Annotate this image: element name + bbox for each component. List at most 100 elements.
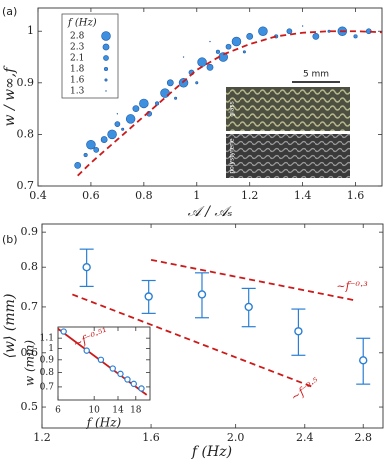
x-axis-label: 𝒜 / 𝒜ₛ [188, 204, 233, 220]
legend-label: 1.6 [70, 76, 85, 86]
point [83, 152, 88, 158]
point [246, 32, 254, 40]
point [197, 290, 207, 299]
y-tick-label: 0.9 [40, 355, 55, 365]
x-tick-label: 1.2 [33, 431, 51, 444]
point [114, 121, 121, 127]
point [93, 147, 100, 153]
photo-glass [226, 87, 350, 131]
point [125, 114, 136, 124]
reference-line [150, 258, 357, 302]
point [144, 292, 153, 301]
reference-line [72, 293, 313, 388]
x-tick-label: 1.6 [347, 189, 365, 202]
point [117, 370, 124, 378]
y-tick-label: 0.7 [21, 300, 39, 313]
point [182, 56, 185, 58]
point [327, 29, 331, 33]
legend-label: 2.3 [70, 43, 85, 53]
x-tick-label: 1.4 [294, 189, 312, 202]
legend-marker [103, 66, 109, 72]
x-tick-label: 2.4 [296, 431, 314, 444]
legend-marker [103, 55, 109, 61]
reference-label: ~f⁻⁰·³ [336, 280, 367, 293]
point [74, 161, 82, 169]
x-tick-label: 2.0 [227, 431, 245, 444]
x-tick-label: 0.4 [29, 189, 47, 202]
point [82, 262, 91, 272]
point [286, 28, 293, 35]
point [139, 98, 149, 109]
point [107, 129, 117, 140]
y-tick-label: 0.5 [21, 400, 39, 413]
x-tick-label: 1 [193, 189, 200, 202]
point [244, 302, 253, 312]
point [116, 113, 119, 115]
point [206, 63, 214, 71]
x-tick-label: 10 [88, 406, 100, 416]
x-tick-label: 1.2 [241, 189, 259, 202]
point [60, 328, 67, 335]
point [258, 26, 268, 36]
x-tick-label: 6 [55, 406, 61, 416]
y-tick-label: 0.6 [21, 346, 39, 359]
point [209, 40, 211, 43]
point [130, 380, 137, 388]
point [155, 101, 160, 106]
legend-marker [101, 31, 111, 41]
legend-label: 1.8 [70, 65, 85, 75]
point [138, 385, 145, 392]
point [132, 105, 140, 113]
legend-label: 2.1 [70, 54, 84, 64]
y-tick-label: 0.9 [21, 225, 39, 238]
point [301, 25, 304, 27]
panel-label: (b) [2, 233, 18, 246]
y-axis-label: ⟨w⟩ (mm) [2, 294, 18, 359]
legend-label: 2.8 [70, 32, 85, 42]
x-tick-label: 0.8 [135, 189, 153, 202]
y-tick-label: 0.7 [17, 179, 35, 192]
point [174, 96, 178, 100]
y-tick-label: 1.1 [40, 334, 54, 344]
photo-label: polystyrene [229, 138, 236, 174]
y-tick-label: 1 [27, 24, 34, 37]
x-tick-label: 18 [130, 406, 142, 416]
x-tick-label: 2.8 [354, 431, 372, 444]
legend-box [61, 13, 119, 99]
point [166, 79, 174, 87]
point [124, 376, 131, 383]
point [225, 43, 232, 50]
point [312, 32, 320, 40]
scale-label: 5 mm [303, 70, 329, 80]
x-axis-label: f (Hz) [191, 444, 232, 460]
point [215, 49, 220, 54]
x-tick-label: 14 [112, 406, 124, 416]
point [294, 327, 303, 336]
x-axis-label: f (Hz) [86, 416, 122, 430]
point [242, 50, 246, 54]
y-axis-label: w (mm) [23, 340, 37, 387]
point [121, 127, 125, 131]
point [160, 88, 170, 98]
photo-label: glass [229, 101, 236, 116]
x-tick-label: 1.6 [142, 431, 160, 444]
point [97, 356, 105, 364]
point [100, 136, 108, 143]
y-tick-label: 0.8 [21, 260, 39, 273]
y-tick-label: 0.7 [40, 382, 55, 392]
point [231, 36, 242, 47]
photo-polystyrene [226, 134, 350, 178]
point [195, 81, 199, 85]
legend-marker [102, 43, 110, 51]
y-tick-label: 1 [48, 344, 54, 354]
fit-curve [77, 30, 383, 177]
point [197, 57, 207, 67]
y-tick-label: 0.8 [17, 127, 35, 140]
y-axis-label: w / w∞,f [2, 65, 18, 127]
legend-marker [105, 90, 107, 92]
legend-label: 1.3 [70, 87, 85, 97]
panel-label: (a) [2, 5, 17, 18]
legend-marker [104, 78, 108, 82]
point [86, 139, 96, 150]
